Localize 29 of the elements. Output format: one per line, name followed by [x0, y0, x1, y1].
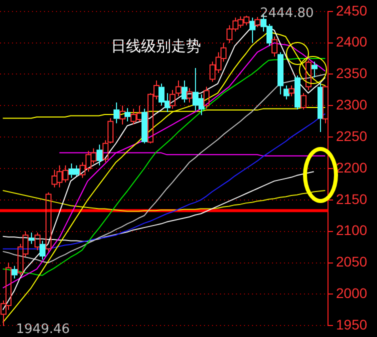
candlestick [96, 144, 102, 166]
candlestick [12, 265, 18, 279]
candlestick [142, 108, 148, 144]
y-tick-label: 2250 [336, 128, 368, 144]
candlestick [120, 105, 126, 126]
y-tick-label: 1950 [336, 316, 368, 332]
candlestick [250, 17, 256, 44]
annotation: 2444.80 [260, 6, 314, 21]
candlestick [28, 232, 34, 244]
candlestick [294, 74, 300, 110]
y-tick-label: 2350 [336, 65, 368, 82]
y-tick-label: 2300 [336, 96, 368, 113]
candlestick [176, 80, 182, 97]
candlestick [170, 89, 176, 110]
y-tick-label: 2100 [336, 222, 368, 238]
candlestick [124, 108, 130, 122]
y-tick-label: 2400 [336, 34, 368, 50]
annotation: 日线级别走势 [111, 37, 201, 56]
candlestick [40, 240, 46, 260]
annotation: 1949.46 [16, 322, 70, 337]
candlestick [186, 88, 192, 104]
y-tick-label: 2450 [336, 2, 368, 18]
y-tick-label: 2150 [336, 190, 368, 207]
candlestick [114, 102, 120, 124]
candlestick [278, 52, 284, 95]
candlestick [312, 61, 318, 78]
candlestick [182, 80, 188, 104]
y-tick-label: 2050 [336, 254, 368, 270]
y-tick-label: 2000 [336, 285, 368, 302]
